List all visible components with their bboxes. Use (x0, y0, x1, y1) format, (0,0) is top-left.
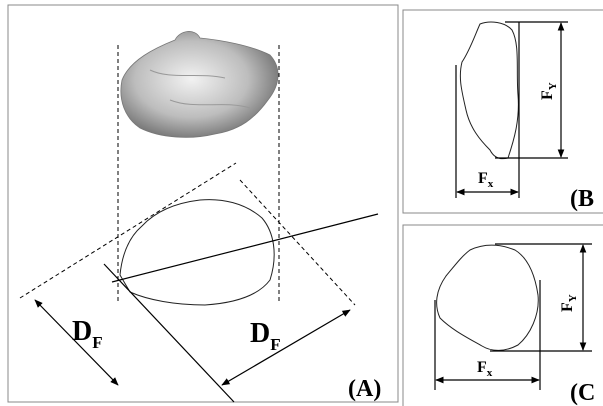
width-label: Fx (478, 170, 494, 190)
particle-outline (437, 245, 539, 350)
dimension-label: DF (250, 318, 281, 354)
label-sub: F (92, 333, 102, 352)
panel-a: DF DF (A) (8, 5, 398, 402)
label-main: F (539, 90, 556, 100)
particle-outline (120, 200, 274, 305)
particle-outline (460, 22, 518, 159)
label-main: F (478, 170, 488, 187)
panel-b: Fx FY (B (403, 10, 603, 213)
label-main: F (477, 359, 487, 376)
panel-c: Fx FY (C (403, 225, 603, 406)
figure: DF DF (A) Fx FY (B Fx FY (C (0, 0, 603, 406)
height-label: FY (559, 294, 579, 312)
dimension-arrow (222, 310, 350, 385)
label-sub: Y (567, 294, 579, 302)
width-label: Fx (477, 359, 493, 379)
height-label: FY (539, 82, 559, 100)
panel-label: (C (570, 380, 595, 406)
dimension-label: DF (72, 316, 103, 352)
panel-label: (A) (348, 376, 381, 402)
label-sub: x (487, 367, 493, 379)
label-main: F (559, 302, 576, 312)
label-sub: x (488, 178, 494, 190)
label-sub: Y (547, 82, 559, 90)
label-main: D (250, 318, 270, 349)
particle-3d (121, 31, 278, 137)
panel-label: (B (570, 186, 594, 212)
label-sub: F (270, 335, 280, 354)
label-main: D (72, 316, 92, 347)
